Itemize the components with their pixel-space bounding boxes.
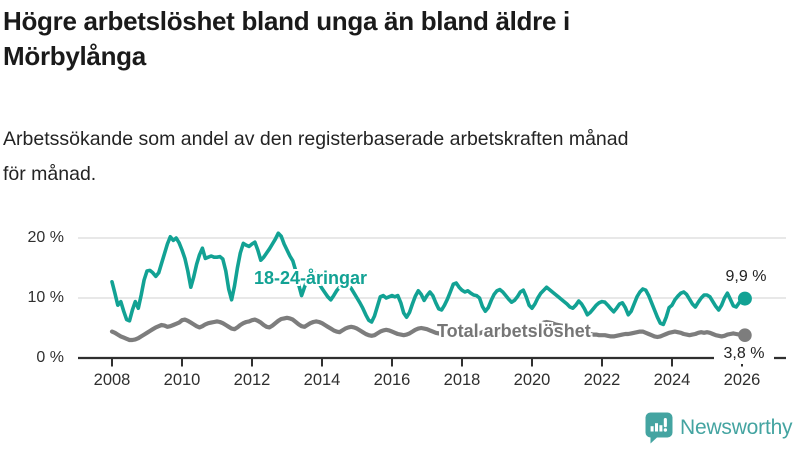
y-axis-label-10: 10 %: [27, 289, 64, 306]
newsworthy-logo-text: Newsworthy: [680, 416, 793, 439]
x-axis-label: 2020: [513, 371, 551, 389]
page-title-line2: Mörbylånga: [3, 41, 146, 71]
x-axis-label: 2014: [303, 371, 341, 389]
x-axis-label: 2026: [723, 371, 761, 389]
x-axis-label: 2016: [373, 371, 411, 389]
x-axis-label: 2018: [443, 371, 481, 389]
chart-subtitle: Arbetssökande som andel av den registerb…: [3, 122, 783, 192]
total-line-end-dot: [738, 328, 752, 343]
page-title-line1: Högre arbetslöshet bland unga än bland ä…: [3, 6, 570, 36]
y-axis-label-20: 20 %: [27, 229, 64, 246]
chart-subtitle-line1: Arbetssökande som andel av den registerb…: [3, 128, 629, 150]
youth-line-end-dot: [737, 291, 752, 306]
x-axis-label: 2024: [653, 371, 691, 389]
total-end-value-label: 3,8 %: [714, 344, 774, 364]
total-series-label: Total arbetslöshet: [437, 321, 591, 341]
chart-subtitle-line2: för månad.: [3, 163, 97, 185]
x-axis-label: 2022: [583, 371, 621, 389]
newsworthy-bar-chart-speech-bubble-icon: [645, 412, 673, 444]
x-axis-label: 2010: [163, 371, 201, 389]
youth-unemployment-line: [110, 231, 747, 327]
x-axis-ticks: [111, 358, 743, 367]
gridlines: [78, 237, 786, 299]
youth-series-label: 18-24-åringar: [254, 268, 368, 288]
page-title: Högre arbetslöshet bland unga än bland ä…: [3, 4, 783, 74]
youth-end-value-label: 9,9 %: [725, 268, 767, 285]
newsworthy-logo[interactable]: Newsworthy: [645, 412, 793, 444]
x-axis-label: 2012: [233, 371, 271, 389]
x-axis-label: 2008: [93, 371, 131, 389]
y-axis-label-0: 0 %: [36, 349, 64, 366]
total-unemployment-line: [109, 315, 748, 343]
